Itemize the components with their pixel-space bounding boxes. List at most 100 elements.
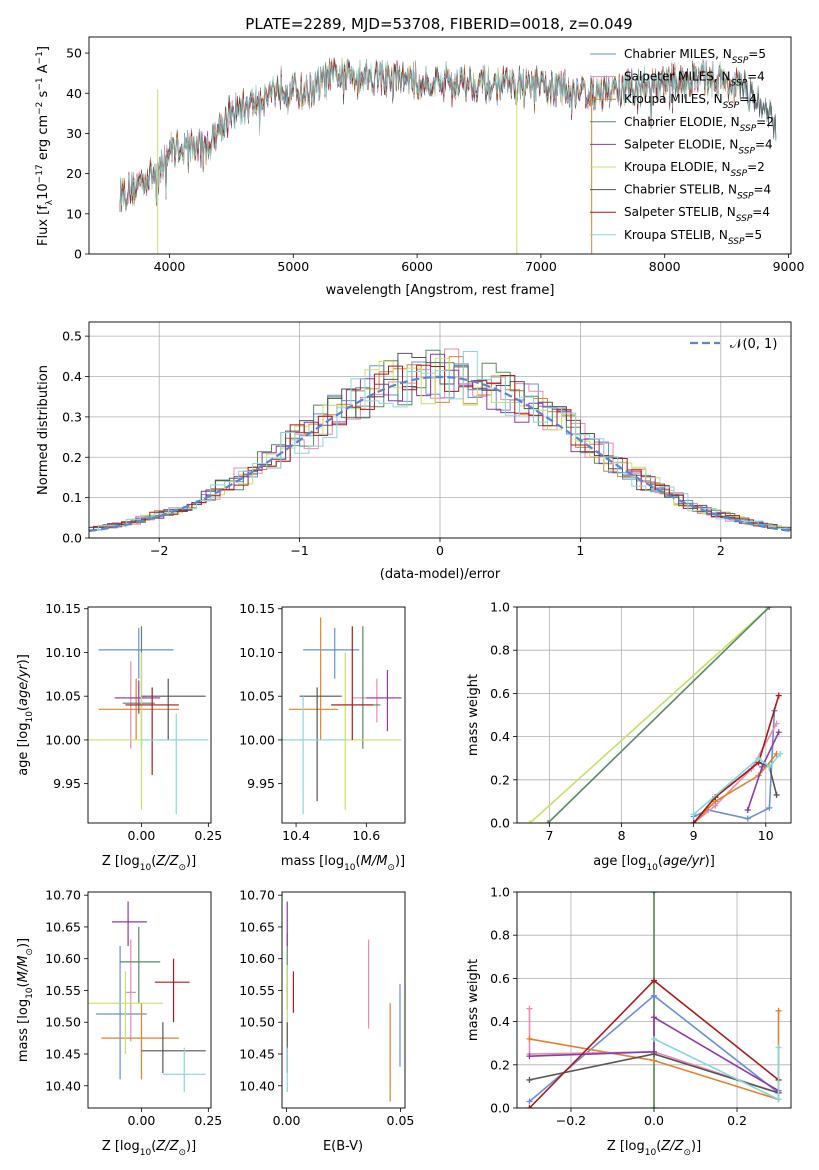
- plot-area: [526, 892, 782, 1108]
- label-part: =4: [739, 92, 757, 106]
- axes-frame: [281, 891, 406, 1109]
- weight-line: [529, 607, 770, 823]
- x-tick-label: 0.0: [644, 1113, 664, 1128]
- x-tick-label: 6000: [401, 259, 433, 274]
- label-part: )]: [395, 854, 405, 869]
- y-tick-label: 10.45: [45, 1047, 81, 1062]
- y-tick-label: 10.70: [45, 888, 81, 903]
- x-tick-label: 0.25: [194, 828, 222, 843]
- label-part: SSP: [723, 101, 740, 111]
- x-tick-label: 10.4: [282, 828, 310, 843]
- weight-marker: [690, 811, 697, 818]
- weight-marker: [775, 729, 782, 736]
- y-tick-label: 10.50: [45, 1015, 81, 1030]
- weight-marker: [651, 977, 657, 984]
- y-tick-label: 0.4: [490, 729, 510, 744]
- x-tick-label: 0.00: [128, 1113, 156, 1128]
- y-tick-label: 40: [66, 86, 82, 101]
- residual-panel: −2 −1 0 1 2 0.0 0.1 0.2 0.3 0.4 0.5 𝒩(0, 1) (data-mo…: [36, 321, 792, 582]
- label-part: −1: [35, 77, 45, 90]
- histogram-step: [89, 351, 791, 531]
- y-tick-label: 10.00: [239, 732, 275, 747]
- axes-frame: [88, 36, 792, 255]
- model-spectrum: [119, 58, 740, 213]
- x-axis-label: Z [log10(Z/Z⊙)]: [102, 1139, 196, 1158]
- weight-marker: [651, 1014, 657, 1021]
- label-part: Z/Z: [155, 1139, 179, 1154]
- weight-marker: [526, 1035, 533, 1042]
- weight-marker: [545, 820, 552, 823]
- weight-marker: [766, 607, 773, 610]
- x-tick-label: 2: [717, 543, 725, 558]
- label-part: (: [658, 854, 663, 869]
- y-tick-label: 10.65: [239, 919, 275, 934]
- age-vs-mass-panel: 10.4 10.6 9.95 10.00 10.05 10.10 10.15 mass [lo…: [239, 601, 406, 873]
- y-tick-label: 10.60: [45, 951, 81, 966]
- label-part: )]: [16, 938, 31, 948]
- label-part: 10: [25, 987, 35, 999]
- label-part: Z/Z: [660, 1139, 684, 1154]
- x-tick-label: 0.00: [273, 1113, 301, 1128]
- x-tick-label: −2: [150, 543, 168, 558]
- legend-label: Salpeter ELODIE, NSSP=4: [624, 137, 773, 156]
- label-part: (: [151, 854, 156, 869]
- x-tick-label: 0.00: [128, 828, 156, 843]
- label-part: =4: [754, 183, 772, 197]
- label-part: 10: [140, 863, 152, 873]
- y-tick-label: 10.55: [45, 983, 81, 998]
- label-part: Salpeter ELODIE, N: [624, 137, 738, 151]
- x-axis-label: E(B-V): [323, 1139, 363, 1154]
- label-part: −2: [35, 102, 45, 115]
- weight-marker: [775, 692, 782, 699]
- label-part: =5: [748, 47, 766, 61]
- normal-curve: [89, 375, 791, 532]
- weight-marker: [766, 804, 773, 811]
- label-part: age [log: [16, 723, 31, 776]
- legend-label: Kroupa STELIB, NSSP=5: [624, 228, 762, 247]
- y-tick-label: 10.05: [239, 689, 275, 704]
- legend-label: Salpeter MILES, NSSP=4: [624, 70, 765, 89]
- label-part: Chabrier STELIB, N: [624, 183, 737, 197]
- label-part: M/M: [16, 956, 31, 983]
- label-part: SSP: [738, 146, 755, 156]
- y-tick-label: 0.1: [62, 490, 82, 505]
- axes-frame: [516, 606, 792, 824]
- x-axis-label: mass [log10(M/M⊙)]: [281, 854, 405, 873]
- y-tick-label: 0.4: [62, 369, 82, 384]
- label-part: SSP: [728, 237, 745, 247]
- label-part: λ: [45, 199, 55, 205]
- weight-marker: [744, 807, 751, 814]
- label-part: (: [16, 982, 31, 987]
- y-tick-label: 10.70: [239, 888, 275, 903]
- label-part: Flux [f: [36, 205, 51, 246]
- x-tick-label: 8000: [649, 259, 681, 274]
- y-tick-label: 10.45: [239, 1047, 275, 1062]
- y-tick-label: 10.05: [45, 689, 81, 704]
- weight-marker: [526, 1053, 533, 1060]
- weight-marker: [744, 815, 751, 822]
- y-tick-label: 0.2: [62, 450, 82, 465]
- weight-marker: [773, 720, 780, 727]
- x-axis-label: age [log10(age/yr)]: [593, 854, 715, 873]
- weight-marker: [651, 1057, 657, 1064]
- y-tick-label: 0.6: [490, 686, 510, 701]
- weight-marker: [526, 1005, 533, 1012]
- label-part: Kroupa ELODIE, N: [624, 160, 731, 174]
- label-part: 10: [25, 711, 35, 723]
- label-part: age/yr: [663, 854, 706, 869]
- plot-area: [89, 348, 791, 532]
- label-part: age [log: [593, 854, 646, 869]
- y-tick-label: 0.0: [62, 531, 82, 546]
- y-tick-label: 10.55: [239, 983, 275, 998]
- y-tick-label: 10.15: [45, 601, 81, 616]
- spectrum-title: PLATE=2289, MJD=53708, FIBERID=0018, z=0…: [245, 15, 632, 33]
- y-tick-label: 10.00: [45, 732, 81, 747]
- plot-area: [526, 607, 784, 823]
- label-part: SSP: [731, 169, 748, 179]
- weight-line: [529, 1015, 779, 1092]
- label-part: (: [656, 1139, 661, 1154]
- label-part: ⊙: [178, 1148, 186, 1158]
- weight-line: [653, 1038, 780, 1101]
